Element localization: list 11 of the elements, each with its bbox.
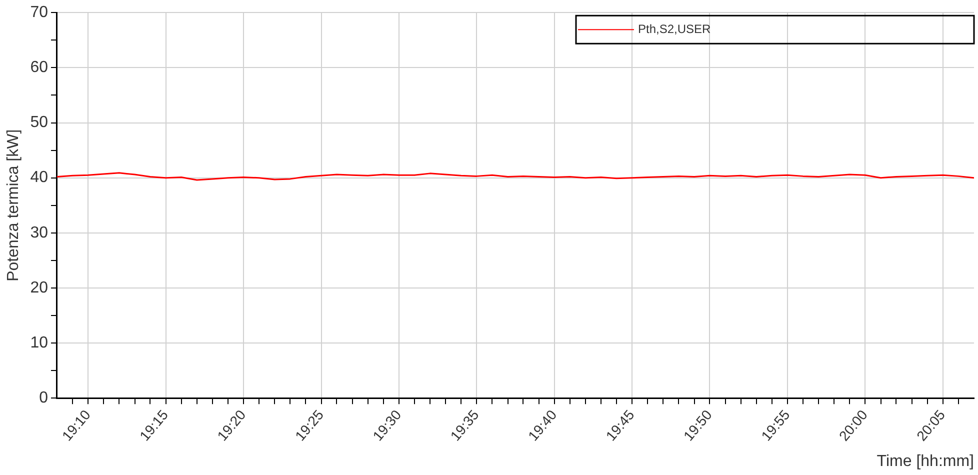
y-tick-label: 60	[30, 59, 48, 76]
y-tick-label: 0	[39, 390, 48, 407]
x-axis-title: Time [hh:mm]	[876, 452, 974, 470]
y-tick-label: 70	[30, 4, 48, 22]
y-axis-title: Potenza termica [kW]	[5, 129, 22, 282]
y-tick-label: 40	[30, 169, 48, 186]
y-tick-label: 20	[30, 279, 48, 296]
y-tick-label: 10	[30, 334, 48, 352]
y-tick-label: 50	[30, 114, 48, 132]
legend-label: Pth,S2,USER	[638, 22, 712, 36]
y-tick-label: 30	[30, 224, 48, 242]
